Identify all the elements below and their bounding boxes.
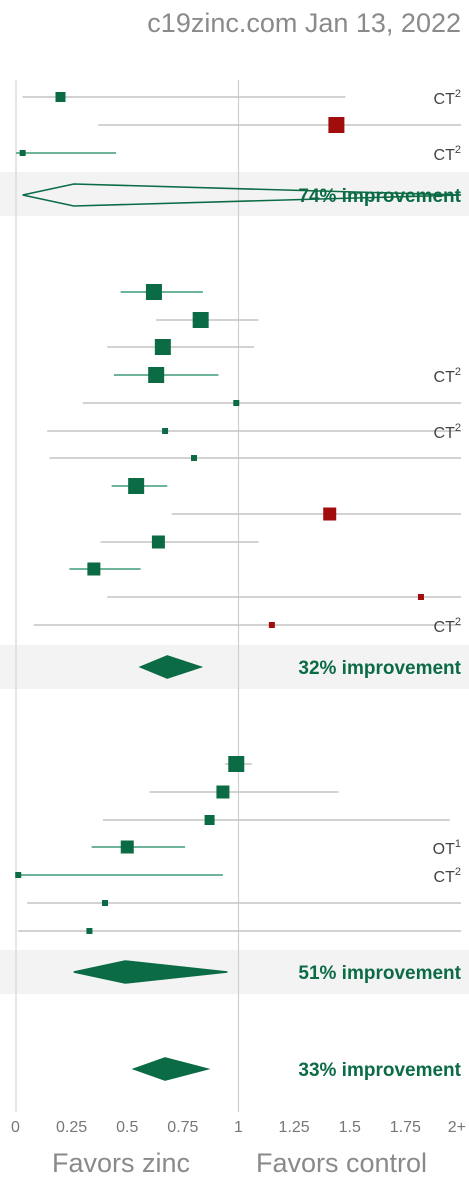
overall-summary-diamond bbox=[131, 1057, 211, 1081]
x-tick-label: 2+ bbox=[448, 1119, 466, 1136]
group-2-summary-label: 32% improvement bbox=[298, 658, 461, 679]
x-tick-label: 0.5 bbox=[116, 1119, 138, 1136]
favors-zinc-label: Favors zinc bbox=[52, 1148, 191, 1178]
study-marker bbox=[154, 339, 171, 355]
study-marker bbox=[216, 785, 230, 799]
study-marker bbox=[55, 92, 66, 102]
study-tag: CT2 bbox=[434, 422, 461, 442]
study-tag: CT2 bbox=[434, 366, 461, 386]
header-title: c19zinc.com Jan 13, 2022 bbox=[147, 8, 461, 38]
x-tick-label: 0.25 bbox=[56, 1119, 87, 1136]
study-marker bbox=[19, 150, 26, 156]
study-marker bbox=[192, 312, 209, 328]
study-tag: CT2 bbox=[434, 866, 461, 886]
study-marker bbox=[268, 622, 275, 628]
study-marker bbox=[328, 117, 345, 133]
summary-band-1 bbox=[0, 172, 469, 216]
x-tick-label: 0 bbox=[11, 1119, 20, 1136]
x-tick-label: 1.25 bbox=[279, 1119, 310, 1136]
study-marker bbox=[151, 535, 165, 549]
overall-summary-label: 33% improvement bbox=[298, 1060, 461, 1081]
study-marker bbox=[323, 507, 337, 521]
group-3-summary-label: 51% improvement bbox=[298, 963, 461, 984]
x-tick-label: 1 bbox=[234, 1119, 243, 1136]
x-tick-label: 0.75 bbox=[167, 1119, 198, 1136]
study-marker bbox=[86, 928, 93, 934]
study-marker bbox=[102, 900, 108, 906]
study-marker bbox=[233, 400, 240, 406]
study-marker bbox=[191, 455, 197, 461]
study-marker bbox=[145, 284, 162, 300]
study-tag: CT2 bbox=[434, 88, 461, 108]
group-3-summary-diamond bbox=[73, 960, 228, 984]
study-marker bbox=[162, 428, 169, 434]
study-marker bbox=[228, 756, 245, 772]
group-2-summary-diamond bbox=[138, 655, 204, 679]
favors-control-label: Favors control bbox=[256, 1148, 428, 1178]
study-marker bbox=[148, 367, 165, 383]
study-marker bbox=[87, 562, 101, 576]
x-tick-label: 1.5 bbox=[339, 1119, 361, 1136]
study-tag: CT2 bbox=[434, 616, 461, 636]
study-marker bbox=[120, 840, 134, 854]
x-tick-label: 1.75 bbox=[390, 1119, 421, 1136]
study-tag: CT2 bbox=[434, 144, 461, 164]
study-marker bbox=[128, 478, 145, 494]
study-marker bbox=[204, 815, 215, 825]
group-1-summary-diamond bbox=[22, 183, 462, 207]
study-tag: OT1 bbox=[433, 838, 461, 858]
summary-band-2 bbox=[0, 645, 469, 689]
group-1-summary-label: 74% improvement bbox=[298, 186, 461, 207]
study-marker bbox=[417, 594, 424, 600]
study-marker bbox=[15, 872, 22, 878]
